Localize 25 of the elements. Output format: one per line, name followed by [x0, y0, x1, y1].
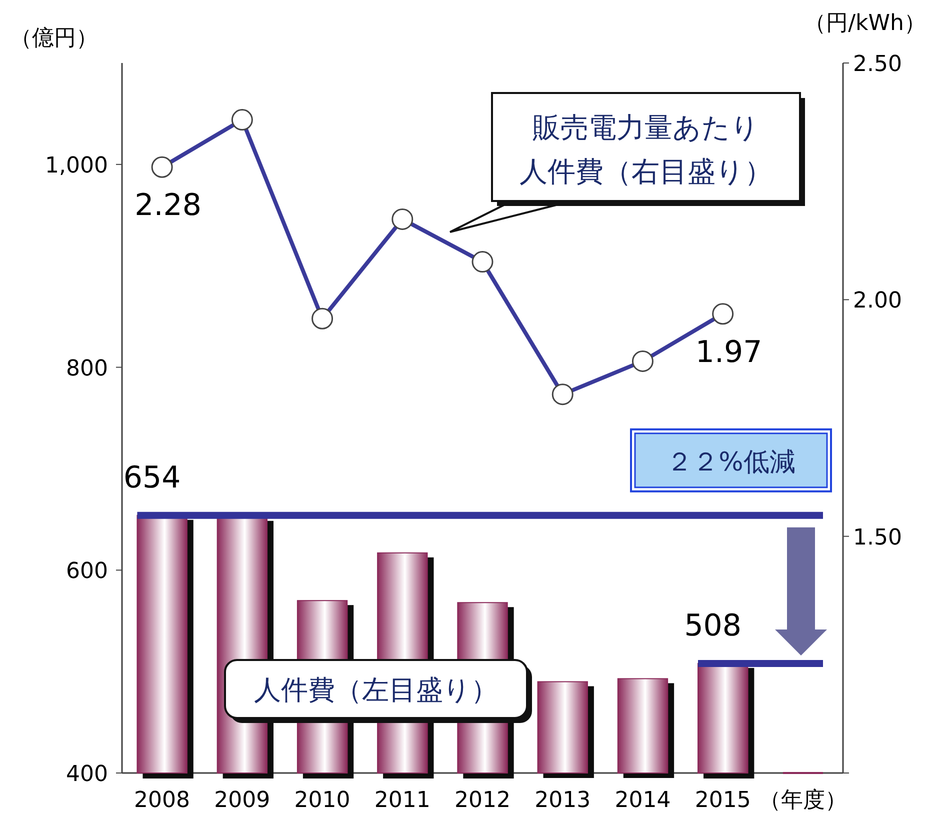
y2-tick-label: 2.50: [853, 52, 902, 77]
x-tick-label: 2011: [374, 788, 430, 813]
text: 販売電力量あたり人件費（右目盛り）: [520, 111, 772, 188]
annotation: ２２%低減: [666, 447, 796, 478]
y-tick-label: 400: [66, 762, 108, 787]
x-tick-label: 2012: [454, 788, 510, 813]
y-tick-label: 1,000: [45, 153, 108, 178]
y-tick-label: 800: [66, 356, 108, 382]
series-label: 人件費（左目盛り）: [254, 675, 498, 706]
y2-axis-title: （円/kWh）: [804, 11, 926, 36]
x-tick-label: 2015: [694, 788, 751, 813]
y-tick-label: 600: [66, 559, 108, 584]
x-tick-label: 2013: [534, 788, 591, 813]
x-axis-title: （年度）: [758, 788, 847, 813]
y2-tick-label: 1.50: [853, 525, 902, 550]
x-tick-label: 2010: [294, 788, 350, 813]
y-axis-title: （億円）: [10, 26, 98, 51]
data-label: 508: [684, 608, 742, 644]
x-tick-label: 2008: [134, 788, 190, 813]
y2-tick-label: 2.00: [853, 288, 902, 314]
data-label: 654: [123, 460, 181, 496]
x-tick-label: 2009: [214, 788, 270, 813]
data-label: 2.28: [134, 188, 202, 224]
x-tick-label: 2014: [614, 788, 671, 813]
data-label: 1.97: [695, 334, 762, 370]
